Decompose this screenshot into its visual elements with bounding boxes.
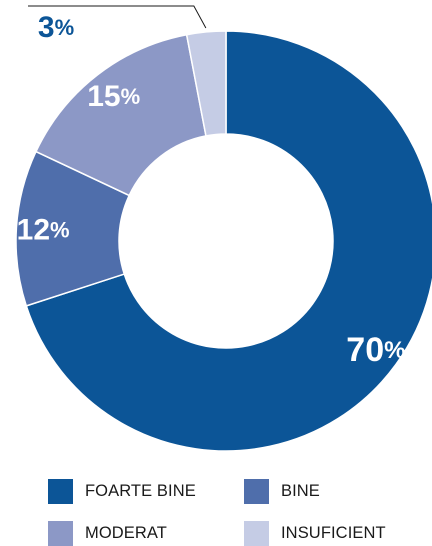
legend-swatch-foarte-bine [48, 478, 73, 504]
small-slice-callout [28, 5, 207, 29]
slice-label-insuficient: 3% [38, 10, 74, 43]
callout-leader-line [28, 5, 207, 29]
legend-swatch-bine [244, 478, 269, 504]
legend-item-insuficient: INSUFICIENT [244, 520, 414, 546]
slice-label-moderat: 15% [87, 80, 140, 113]
donut-slices [15, 30, 432, 452]
legend-swatch-insuficient [244, 520, 269, 546]
legend-label-insuficient: INSUFICIENT [281, 523, 386, 542]
legend: FOARTE BINE BINE MODERAT INSUFICIENT [48, 478, 418, 546]
slice-label-foarte-bine: 70% [346, 331, 405, 369]
legend-label-moderat: MODERAT [85, 523, 167, 542]
slice-foarte-bine [25, 30, 432, 452]
legend-label-bine: BINE [281, 481, 320, 500]
slice-insuficient [185, 30, 227, 137]
legend-item-foarte-bine: FOARTE BINE [48, 478, 244, 504]
legend-item-bine: BINE [244, 478, 414, 504]
legend-label-foarte-bine: FOARTE BINE [85, 481, 196, 500]
slice-labels: 70% 12% 15% 3% [17, 10, 406, 368]
legend-item-moderat: MODERAT [48, 520, 244, 546]
slice-label-bine: 12% [17, 213, 70, 246]
slice-moderat [34, 33, 207, 197]
legend-swatch-moderat [48, 520, 73, 546]
